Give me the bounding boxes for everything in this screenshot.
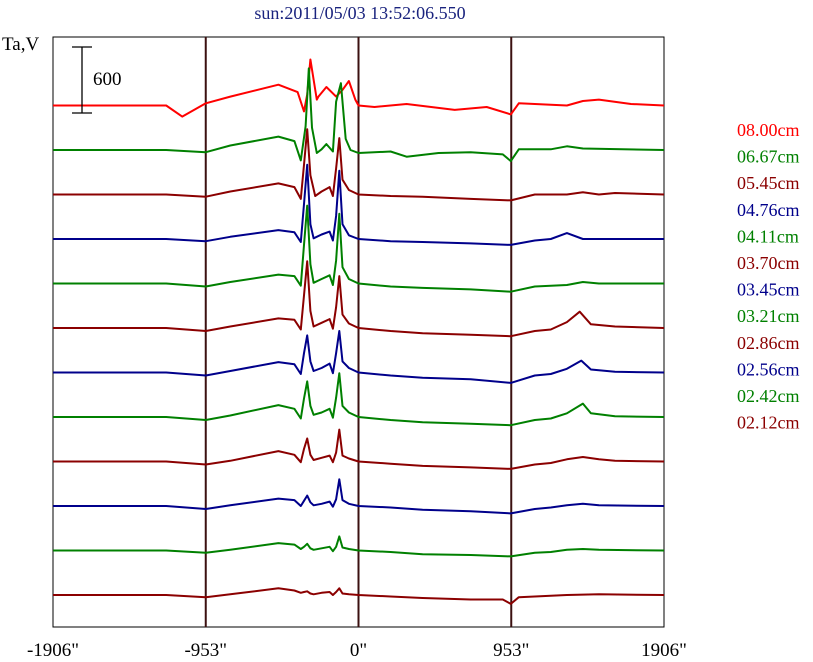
- x-tick-labels: -1906" -953" 0" 953" 1906": [27, 640, 687, 661]
- legend: 08.00cm 06.67cm 05.45cm 04.76cm 04.11cm 03.70…: [737, 120, 800, 433]
- legend-item: 06.67cm: [737, 147, 800, 167]
- scale-bar-label: 600: [93, 69, 122, 90]
- trace-02.12cm: [53, 587, 665, 605]
- legend-item: 05.45cm: [737, 173, 800, 193]
- x-tick-label: 0": [350, 640, 367, 661]
- legend-item: 03.21cm: [737, 306, 800, 326]
- legend-item: 02.12cm: [737, 413, 800, 433]
- trace-08.00cm: [53, 58, 665, 118]
- legend-item: 02.56cm: [737, 359, 800, 379]
- vertical-lines: [204, 37, 513, 627]
- legend-item: 04.11cm: [737, 226, 799, 246]
- chart-title: sun:2011/05/03 13:52:06.550: [254, 3, 465, 23]
- scale-bar: 600: [72, 46, 122, 114]
- trace-03.70cm: [53, 260, 665, 338]
- legend-item: 02.86cm: [737, 333, 800, 353]
- legend-item: 08.00cm: [737, 120, 800, 140]
- legend-item: 03.70cm: [737, 253, 800, 273]
- legend-item: 02.42cm: [737, 386, 800, 406]
- trace-02.86cm: [53, 428, 665, 470]
- legend-item: 03.45cm: [737, 280, 800, 300]
- x-tick-label: 953": [493, 640, 529, 661]
- x-tick-label: 1906": [641, 640, 687, 661]
- trace-02.56cm: [53, 478, 665, 515]
- legend-item: 04.76cm: [737, 200, 800, 220]
- trace-03.45cm: [53, 330, 665, 384]
- trace-02.42cm: [53, 535, 665, 558]
- y-axis-label: Ta,V: [2, 34, 39, 55]
- trace-04.76cm: [53, 163, 664, 246]
- trace-04.11cm: [53, 204, 664, 293]
- x-tick-label: -1906": [27, 640, 79, 661]
- x-tick-label: -953": [184, 640, 227, 661]
- trace-03.21cm: [53, 372, 665, 427]
- trace-06.67cm: [53, 67, 665, 163]
- trace-05.45cm: [53, 128, 665, 202]
- traces: [53, 58, 665, 605]
